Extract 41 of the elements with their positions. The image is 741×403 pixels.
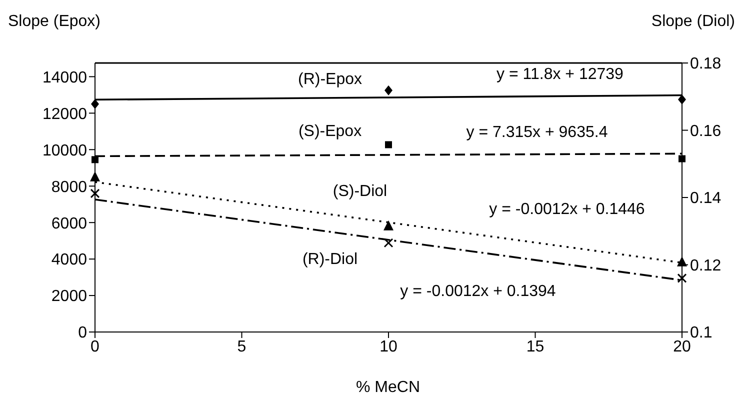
annotation: y = -0.0012x + 0.1446 [489,201,645,218]
point [678,155,686,162]
point [677,256,687,266]
x-tick-label: 20 [673,338,691,356]
annotation: y = -0.0012x + 0.1394 [400,283,556,300]
series-label: (S)-Epox [298,123,362,140]
y2-tick-label: 0.12 [690,257,722,274]
series-label: (R)-Epox [298,71,362,88]
y-axis-title: Slope (Epox) [8,13,100,30]
point [90,171,100,182]
point [91,99,99,110]
y2-tick-label: 0.14 [690,190,722,208]
point [384,85,392,96]
annotation: y = 11.8x + 12739 [496,66,624,84]
point [385,141,392,148]
y2-tick-label: 0.16 [690,122,722,140]
x-tick-label: 15 [526,338,544,356]
y-tick-label: 4000 [51,252,88,269]
point [90,188,100,198]
y-tick-label: 0 [78,324,88,342]
y-tick-label: 12000 [42,106,88,123]
series-label: (S)-Diol [332,183,388,200]
y-tick-label: 6000 [51,215,88,232]
y2-tick-label: 0.18 [690,56,722,73]
point [678,94,686,104]
x-tick-label: 5 [237,338,246,356]
y2-axis-title: Slope (Diol) [651,13,735,30]
y-tick-label: 2000 [51,288,88,306]
point [92,156,98,164]
y-tick-label: 8000 [51,178,88,196]
x-tick-label: 0 [90,338,100,356]
y2-tick-label: 0.1 [690,324,712,342]
x-axis-title: % MeCN [356,379,420,396]
series-label: (R)-Diol [302,251,358,268]
point [384,238,394,248]
y-tick-label: 10000 [42,142,88,160]
y-tick-label: 14000 [42,69,88,86]
point [677,273,687,283]
point [384,220,394,230]
annotation: y = 7.315x + 9635.4 [466,124,608,142]
x-tick-label: 10 [380,338,398,356]
